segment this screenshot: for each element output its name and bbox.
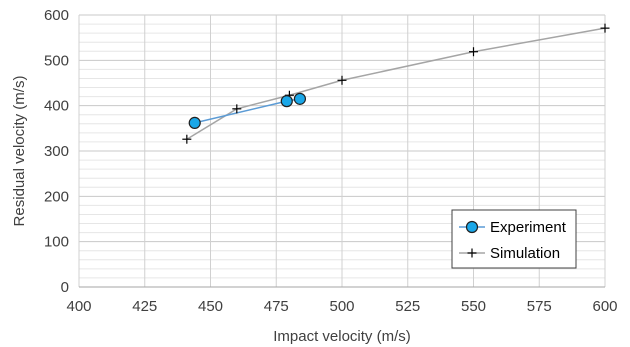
- y-tick-label: 500: [44, 52, 69, 69]
- data-point-simulation: [600, 23, 610, 33]
- x-tick-label: 450: [198, 298, 223, 315]
- legend-box: [451, 209, 577, 269]
- x-tick-label: 475: [264, 298, 289, 315]
- x-axis-label: Impact velocity (m/s): [273, 328, 411, 345]
- x-tick-label: 400: [66, 298, 91, 315]
- data-point-simulation: [337, 75, 347, 85]
- legend-item-simulation: Simulation: [459, 245, 560, 262]
- data-point-simulation: [469, 47, 478, 57]
- axes: 400 425 450 475 500 525 550 575 600 0 100 200 300 400…: [44, 7, 618, 315]
- data-point-experiment: [188, 116, 201, 129]
- y-tick-label: 0: [61, 279, 69, 296]
- y-tick-label: 200: [44, 188, 69, 205]
- x-tick-label: 550: [461, 298, 486, 315]
- y-axis-label: Residual velocity (m/s): [11, 76, 28, 227]
- y-tick-label: 600: [44, 7, 69, 24]
- legend-item-experiment: Experiment: [459, 219, 567, 236]
- x-tick-label: 600: [592, 298, 617, 315]
- x-tick-label: 500: [329, 298, 354, 315]
- legend-label: Simulation: [490, 245, 560, 262]
- x-tick-label: 575: [527, 298, 552, 315]
- legend-label: Experiment: [490, 219, 567, 236]
- data-point-simulation: [182, 134, 192, 144]
- legend: Experiment Simulation: [451, 209, 577, 269]
- y-tick-label: 400: [44, 98, 69, 115]
- x-tick-label: 525: [395, 298, 420, 315]
- x-tick-label: 425: [132, 298, 157, 315]
- data-point-experiment: [280, 95, 293, 108]
- plot-series: [182, 23, 610, 144]
- data-point-experiment: [293, 92, 307, 105]
- series-line-simulation: [186, 27, 606, 140]
- y-tick-label: 100: [44, 234, 69, 251]
- legend-marker: [465, 220, 479, 234]
- y-tick-label: 300: [44, 143, 69, 160]
- data-point-simulation: [232, 104, 242, 114]
